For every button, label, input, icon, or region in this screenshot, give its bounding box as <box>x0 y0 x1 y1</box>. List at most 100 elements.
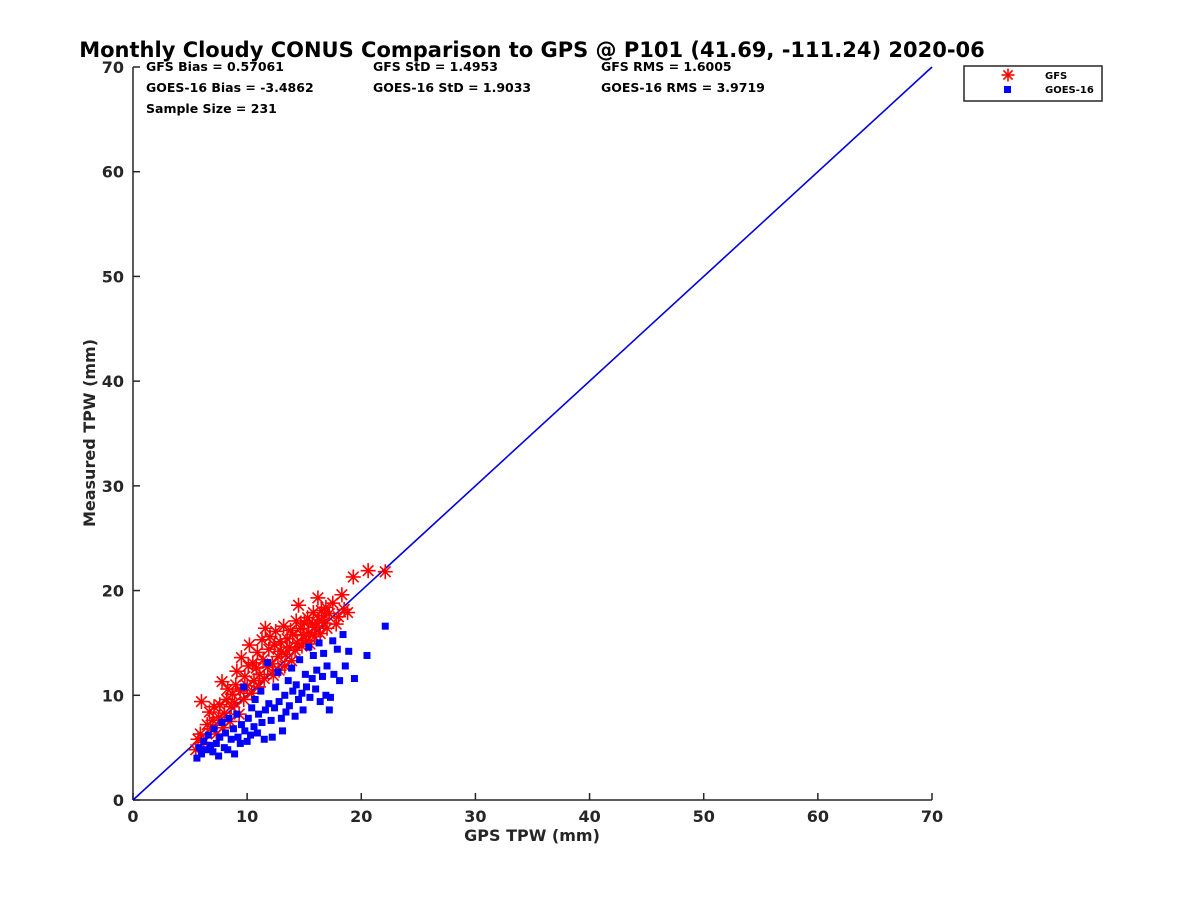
goes-16-point <box>255 710 263 718</box>
goes-16-point <box>241 727 249 735</box>
goes-16-point <box>216 733 224 741</box>
goes-16-point <box>225 714 233 722</box>
y-tick-label: 60 <box>102 163 124 182</box>
goes-16-point <box>309 651 317 659</box>
legend-gfs-marker <box>1001 68 1015 82</box>
gfs-point <box>193 694 209 710</box>
stats-block: GFS Bias = 0.57061 GFS StD = 1.4953 GFS … <box>146 59 765 116</box>
goes-16-point <box>234 733 242 741</box>
goes-16-point <box>265 700 273 708</box>
goes-16-point <box>305 643 313 651</box>
legend: GFS GOES-16 <box>963 65 1103 102</box>
goes-16-point <box>267 716 275 724</box>
x-tick-label: 70 <box>921 807 943 826</box>
goes-16-point <box>247 731 255 739</box>
goes-16-point <box>306 693 314 701</box>
goes-16-point <box>318 672 326 680</box>
goes-16-point <box>333 645 341 653</box>
goes-16-point <box>272 683 280 691</box>
legend-gfs-label: GFS <box>1045 71 1067 82</box>
gfs-std-text: GFS StD = 1.4953 <box>373 59 498 74</box>
legend-gfs-asterisk <box>1001 68 1015 82</box>
goes-16-point <box>316 698 324 706</box>
goes-16-point <box>315 639 323 647</box>
goes-16-point <box>271 704 279 712</box>
gfs-point <box>325 595 341 611</box>
gfs-point <box>285 627 301 643</box>
x-tick-label: 60 <box>807 807 829 826</box>
goes-16-point <box>221 729 229 737</box>
goes-16-point <box>275 698 283 706</box>
x-tick-label: 0 <box>127 807 138 826</box>
y-tick-label: 0 <box>113 791 124 810</box>
legend-goes-16-label: GOES-16 <box>1045 85 1094 96</box>
goes-16-point <box>329 637 337 645</box>
gfs-point <box>377 564 393 580</box>
gfs-point <box>345 569 361 585</box>
goes-16-point <box>257 687 265 695</box>
goes-16-point <box>363 651 371 659</box>
goes-16-point <box>231 750 239 758</box>
goes-16-point <box>323 662 331 670</box>
goes-16-point <box>261 706 269 714</box>
legend-goes-16-marker <box>1004 86 1011 93</box>
goes-16-point <box>236 739 244 747</box>
chart-title: Monthly Cloudy CONUS Comparison to GPS @… <box>79 38 985 62</box>
x-tick-label: 30 <box>464 807 486 826</box>
gfs-point <box>229 663 245 679</box>
goes-16-point <box>207 742 215 750</box>
goes-16-point <box>381 622 389 630</box>
goes-bias-text: GOES-16 Bias = -3.4862 <box>146 80 314 95</box>
goes-16-point <box>244 714 252 722</box>
axes <box>132 67 932 801</box>
goes-16-point <box>224 746 232 754</box>
x-tick-label: 10 <box>236 807 258 826</box>
y-tick-label: 20 <box>102 582 124 601</box>
goes-16-point <box>253 729 261 737</box>
goes-16-point <box>282 708 290 716</box>
goes-16-point <box>350 675 358 683</box>
gfs-point <box>360 563 376 579</box>
goes-16-point <box>330 670 338 678</box>
y-ticks: 0 10 20 30 40 50 60 70 <box>102 58 140 810</box>
goes-16-point <box>195 744 203 752</box>
legend-box <box>963 65 1103 102</box>
goes-16-point <box>312 685 320 693</box>
goes-16-point <box>302 683 310 691</box>
goes-16-point <box>258 719 266 727</box>
goes-16-point <box>268 733 276 741</box>
gfs-point <box>310 590 326 606</box>
goes-16-point <box>277 714 285 722</box>
goes-16-point <box>291 712 299 720</box>
gfs-point <box>212 697 228 713</box>
goes-16-point <box>209 748 217 756</box>
gfs-rms-text: GFS RMS = 1.6005 <box>601 59 732 74</box>
goes-16-point <box>322 691 330 699</box>
goes-16-point <box>200 737 208 745</box>
goes-16-point <box>288 664 296 672</box>
goes-16-point <box>296 656 304 664</box>
y-tick-label: 10 <box>102 686 124 705</box>
goes-16-point <box>301 670 309 678</box>
gfs-point <box>236 691 252 707</box>
gfs-point <box>268 623 284 639</box>
goes-16-point <box>227 735 235 743</box>
goes-16-point <box>233 710 241 718</box>
goes-16-point <box>243 737 251 745</box>
x-tick-label: 50 <box>693 807 715 826</box>
y-axis-label: Measured TPW (mm) <box>80 339 99 527</box>
goes-16-point <box>289 687 297 695</box>
goes-16-point <box>345 647 353 655</box>
goes-16-point <box>299 706 307 714</box>
goes-16-point <box>325 706 333 714</box>
goes-16-point <box>215 752 223 760</box>
goes-16-point <box>193 754 201 762</box>
goes-16-point <box>229 725 237 733</box>
goes-16-point <box>260 735 268 743</box>
goes-16-point <box>212 739 220 747</box>
goes-16-point <box>248 704 256 712</box>
gfs-point <box>340 605 356 621</box>
goes-16-point <box>284 677 292 685</box>
goes-rms-text: GOES-16 RMS = 3.9719 <box>601 80 765 95</box>
